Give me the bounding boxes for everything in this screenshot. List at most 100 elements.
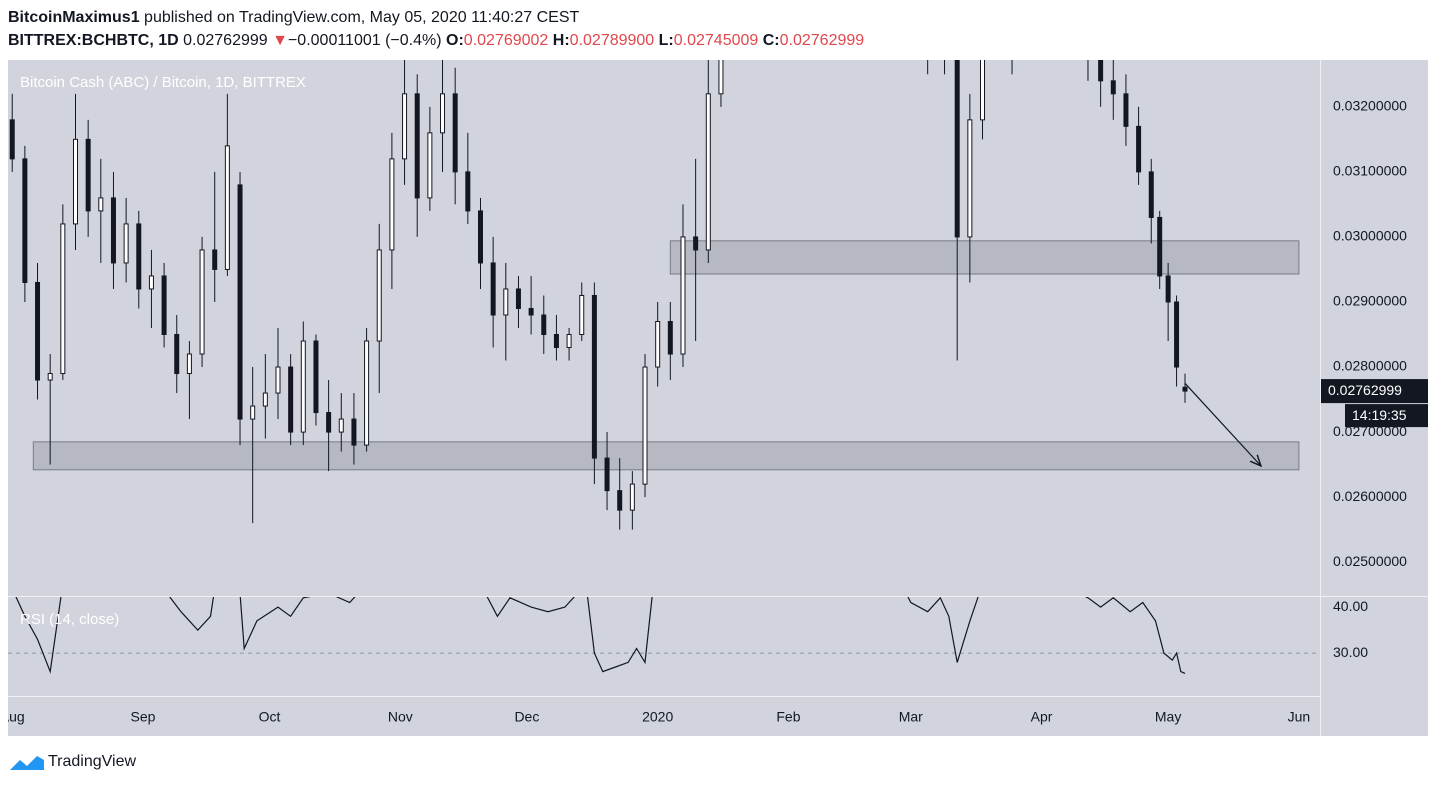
x-tick-label: Apr — [1031, 709, 1053, 725]
candle-body — [275, 366, 281, 394]
logo: TradingView — [10, 753, 136, 770]
candle-body — [1110, 80, 1116, 95]
candle-body — [338, 418, 344, 433]
h-label: H: — [552, 32, 570, 49]
candle-body — [313, 340, 319, 414]
y-tick-label: 0.02600000 — [1333, 488, 1407, 504]
candle-body — [503, 288, 509, 316]
rsi-tick-label: 40.00 — [1333, 598, 1368, 614]
candle-body — [110, 197, 116, 264]
candle-body — [250, 405, 256, 420]
candle-body — [47, 373, 53, 381]
x-tick-label: Nov — [388, 709, 413, 725]
candle-body — [427, 132, 433, 199]
x-tick-label: Jun — [1288, 709, 1311, 725]
candle-body — [288, 366, 294, 433]
zone — [32, 441, 1300, 471]
chart-background — [8, 60, 1428, 736]
rsi-pane — [8, 597, 1320, 674]
candle-body — [148, 275, 154, 290]
candle-body — [326, 412, 332, 433]
published: published on TradingView.com, May 05, 20… — [139, 9, 580, 26]
candle-body — [566, 334, 572, 349]
candle-body — [136, 223, 142, 290]
x-tick-label: Aug — [0, 709, 25, 725]
candle-body — [1165, 275, 1171, 303]
x-tick-label: 2020 — [642, 709, 673, 725]
candle-body — [528, 307, 534, 316]
candle-body — [667, 320, 673, 355]
y-tick-label: 0.03200000 — [1333, 98, 1407, 114]
candle-body — [705, 93, 711, 251]
x-tick-label: Mar — [899, 709, 923, 725]
candle-body — [1123, 93, 1129, 127]
x-tick-label: Sep — [131, 709, 156, 725]
candle-body — [376, 249, 382, 342]
x-tick-label: May — [1155, 709, 1181, 725]
x-tick-label: Dec — [514, 709, 539, 725]
open: 0.02769002 — [463, 32, 549, 49]
author: BitcoinMaximus1 — [8, 9, 140, 26]
candle-body — [617, 490, 623, 511]
candle-body — [1098, 60, 1104, 82]
candle-body — [693, 236, 699, 251]
x-tick-label: Feb — [776, 709, 800, 725]
rsi-title: RSI (14, close) — [20, 611, 119, 628]
candle-body — [22, 158, 28, 283]
rsi-line — [15, 597, 1186, 674]
y-tick-label: 0.02800000 — [1333, 358, 1407, 374]
chart-title: Bitcoin Cash (ABC) / Bitcoin, 1D, BITTRE… — [20, 74, 306, 91]
symbol: BITTREX:BCHBTC, 1D — [8, 32, 179, 49]
candle-body — [954, 60, 960, 238]
candle-body — [629, 483, 635, 511]
candle-body — [60, 223, 66, 375]
countdown-box — [1345, 404, 1428, 428]
candle-body — [465, 171, 471, 212]
last: 0.02762999 — [183, 32, 268, 49]
arrow: ▼ — [272, 32, 288, 49]
candle-body — [262, 392, 268, 407]
c-label: C: — [762, 32, 780, 49]
logo-icon — [10, 756, 44, 770]
candle-body — [72, 138, 78, 225]
header-line-1: BitcoinMaximus1 published on TradingView… — [8, 6, 864, 29]
candle-body — [199, 249, 205, 355]
candle-body — [490, 262, 496, 316]
l-label: L: — [658, 32, 674, 49]
low: 0.02745009 — [673, 32, 759, 49]
candle-body — [591, 294, 597, 459]
candle-body — [1174, 301, 1180, 368]
y-tick-label: 0.03100000 — [1333, 163, 1407, 179]
y-tick-label: 0.03000000 — [1333, 228, 1407, 244]
candle-body — [351, 418, 357, 446]
candle-body — [9, 119, 15, 160]
candle-body — [980, 60, 986, 121]
candle-body — [212, 249, 218, 270]
zone — [669, 240, 1300, 275]
candle-body — [237, 184, 243, 420]
header-line-2: BITTREX:BCHBTC, 1D 0.02762999 ▼−0.000110… — [8, 29, 864, 52]
candle-body — [680, 236, 686, 355]
last-price-box — [1321, 379, 1428, 404]
x-tick-label: Oct — [259, 709, 281, 725]
candle-body — [477, 210, 483, 264]
candle-body — [1157, 216, 1163, 277]
candle-body — [224, 145, 230, 270]
candle-body — [718, 60, 724, 95]
projection-arrow — [1184, 382, 1261, 466]
candle-body — [655, 320, 661, 368]
candle-body — [35, 281, 41, 381]
candle-body — [967, 119, 973, 238]
candle-body — [402, 93, 408, 160]
countdown: 14:19:35 — [1352, 407, 1407, 423]
candle-body — [414, 93, 420, 199]
high: 0.02789900 — [569, 32, 655, 49]
change: −0.00011001 (−0.4%) — [287, 32, 442, 49]
candle-body — [389, 158, 395, 251]
candle-body — [1182, 386, 1188, 392]
candle-body — [161, 275, 167, 336]
candle-body — [98, 197, 104, 212]
candle-body — [440, 93, 446, 134]
